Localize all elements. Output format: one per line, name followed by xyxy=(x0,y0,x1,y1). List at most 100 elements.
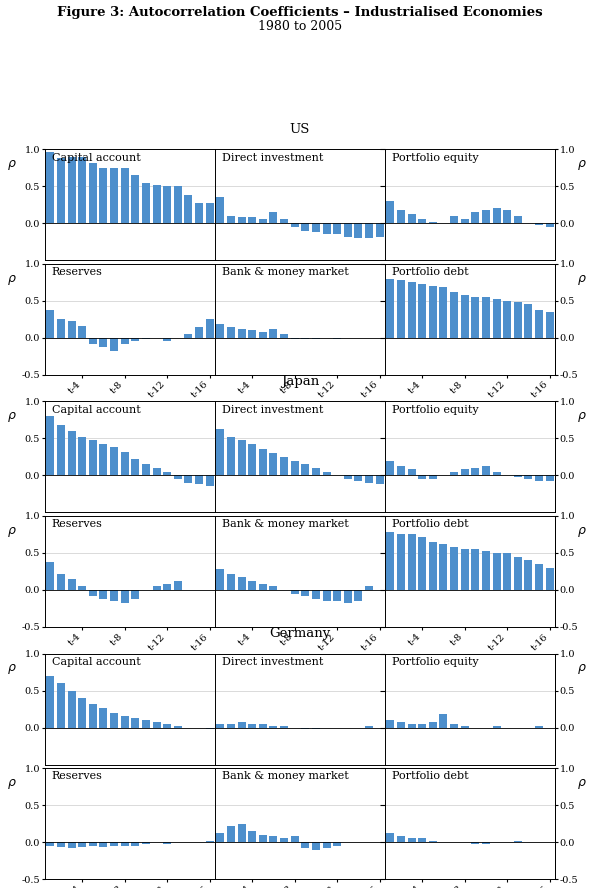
Bar xyxy=(68,157,76,223)
Bar xyxy=(407,282,416,337)
Bar xyxy=(514,216,522,223)
Bar xyxy=(238,722,245,727)
Bar xyxy=(46,416,54,475)
Bar xyxy=(110,842,118,845)
Bar xyxy=(269,453,277,475)
Bar xyxy=(365,475,373,483)
Text: US: US xyxy=(290,123,310,136)
Bar xyxy=(386,201,394,223)
Bar xyxy=(301,464,309,475)
Text: $\rho$: $\rho$ xyxy=(7,777,17,791)
Bar xyxy=(121,842,128,845)
Bar xyxy=(535,310,543,337)
Bar xyxy=(163,186,171,223)
Bar xyxy=(386,720,394,727)
Bar xyxy=(269,836,277,842)
Bar xyxy=(280,838,288,842)
Bar xyxy=(110,713,118,727)
Bar xyxy=(174,475,182,480)
Bar xyxy=(280,726,288,727)
Bar xyxy=(482,842,490,844)
Bar xyxy=(184,475,193,483)
Bar xyxy=(57,320,65,337)
Bar xyxy=(68,579,76,590)
Bar xyxy=(472,468,479,475)
Bar xyxy=(227,724,235,727)
Bar xyxy=(429,286,437,337)
Bar xyxy=(184,334,193,337)
Bar xyxy=(355,590,362,601)
Bar xyxy=(503,210,511,223)
Text: Japan: Japan xyxy=(281,375,319,388)
Bar xyxy=(355,475,362,481)
Bar xyxy=(291,337,299,339)
Text: $\rho$: $\rho$ xyxy=(577,525,587,539)
Text: Reserves: Reserves xyxy=(52,772,103,781)
Bar xyxy=(546,475,554,481)
Bar xyxy=(280,334,288,337)
Text: $\rho$: $\rho$ xyxy=(7,525,17,539)
Bar xyxy=(46,562,54,590)
Bar xyxy=(110,337,118,351)
Bar xyxy=(418,724,426,727)
Bar xyxy=(472,549,479,590)
Bar xyxy=(386,279,394,337)
Bar xyxy=(407,838,416,842)
Bar xyxy=(174,726,182,727)
Bar xyxy=(259,835,267,842)
Bar xyxy=(493,209,500,223)
Bar xyxy=(301,223,309,231)
Text: 1980 to 2005: 1980 to 2005 xyxy=(258,20,342,34)
Bar xyxy=(142,720,150,727)
Bar xyxy=(89,440,97,475)
Bar xyxy=(312,468,320,475)
Bar xyxy=(482,551,490,590)
Bar xyxy=(546,223,554,227)
Bar xyxy=(152,722,161,727)
Bar xyxy=(503,553,511,590)
Text: $\rho$: $\rho$ xyxy=(577,273,587,287)
Bar xyxy=(450,472,458,475)
Bar xyxy=(131,842,139,845)
Text: $\rho$: $\rho$ xyxy=(577,410,587,424)
Bar xyxy=(514,841,522,842)
Bar xyxy=(121,169,128,223)
Bar xyxy=(344,590,352,603)
Bar xyxy=(291,836,299,842)
Bar xyxy=(110,448,118,475)
Bar xyxy=(365,726,373,727)
Bar xyxy=(301,590,309,596)
Bar xyxy=(323,590,331,601)
Bar xyxy=(68,842,76,848)
Bar xyxy=(195,203,203,223)
Bar xyxy=(121,716,128,727)
Bar xyxy=(535,726,543,727)
Bar xyxy=(461,219,469,223)
Bar xyxy=(524,475,532,480)
Bar xyxy=(100,590,107,599)
Bar xyxy=(429,841,437,842)
Bar xyxy=(217,833,224,842)
Bar xyxy=(78,586,86,590)
Text: Capital account: Capital account xyxy=(52,153,140,163)
Bar xyxy=(333,590,341,601)
Bar xyxy=(429,722,437,727)
Bar xyxy=(46,310,54,337)
Bar xyxy=(89,842,97,845)
Bar xyxy=(100,168,107,223)
Bar xyxy=(238,329,245,337)
Bar xyxy=(269,586,277,590)
Bar xyxy=(89,337,97,344)
Bar xyxy=(407,535,416,590)
Bar xyxy=(206,475,214,487)
Bar xyxy=(535,475,543,481)
Bar xyxy=(248,724,256,727)
Bar xyxy=(386,532,394,590)
Bar xyxy=(238,576,245,590)
Bar xyxy=(217,569,224,590)
Bar xyxy=(535,223,543,225)
Bar xyxy=(121,337,128,344)
Bar xyxy=(482,210,490,223)
Bar xyxy=(78,437,86,475)
Bar xyxy=(461,549,469,590)
